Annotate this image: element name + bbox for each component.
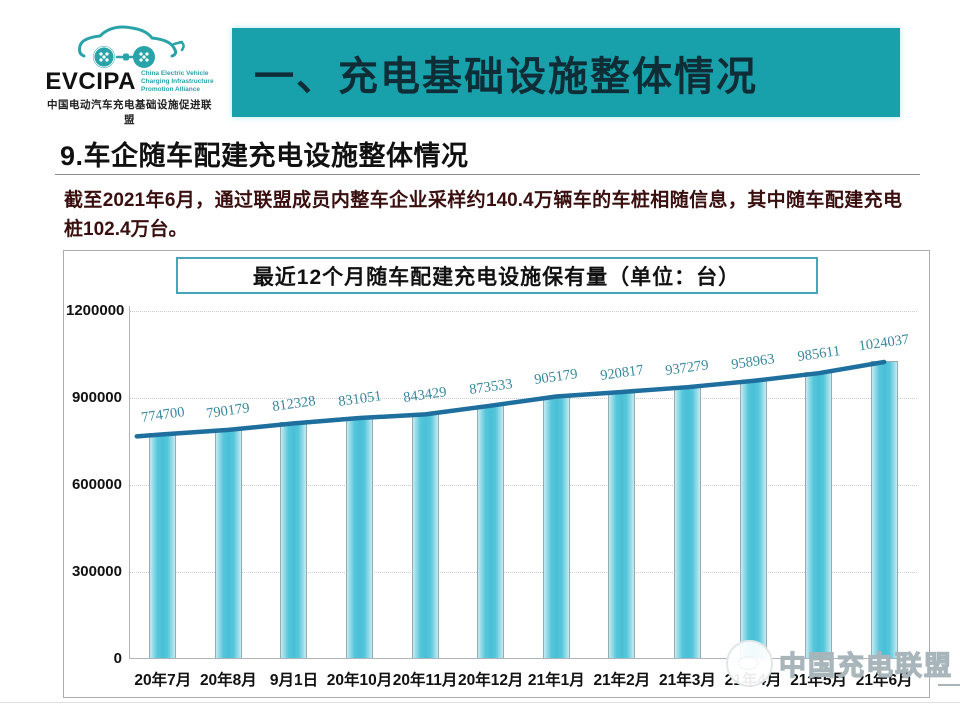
title-underline	[55, 174, 920, 175]
bar	[214, 428, 242, 658]
bar-value-label: 873533	[467, 375, 514, 398]
logo-chinese-name: 中国电动汽车充电基础设施促进联盟	[47, 99, 212, 127]
bar-value-label: 843429	[402, 384, 448, 407]
chart-container: 最近12个月随车配建充电设施保有量（单位：台） 774700 20年7月 79017…	[63, 250, 930, 698]
evcipa-logo: EVCIPA China Electric Vehicle Charging I…	[42, 20, 217, 126]
summary-text: 截至2021年6月，通过联盟成员内整车企业采样约140.4万辆车的车桩相随信息，…	[64, 190, 902, 241]
bar	[149, 433, 177, 658]
bar	[608, 390, 636, 658]
gridline	[130, 572, 917, 573]
x-axis-tick-label: 21年1月	[527, 672, 585, 689]
bar-value-label: 790179	[205, 399, 251, 422]
x-axis-tick-label: 21年5月	[790, 672, 848, 689]
y-axis-tick-label: 900000	[71, 389, 122, 406]
logo-abbr: EVCIPA	[45, 68, 136, 96]
bar-value-label: 920817	[599, 362, 645, 384]
ev-car-logo-icon	[77, 25, 185, 68]
x-axis-tick-label: 21年2月	[593, 672, 651, 689]
banner-title: 一、充电基础设施整体情况	[254, 54, 758, 99]
bar-value-label: 937279	[664, 357, 711, 380]
gridline	[130, 485, 917, 486]
bar	[805, 372, 833, 658]
y-axis-tick-label: 1200000	[66, 302, 125, 319]
x-axis-tick-label: 20年8月	[199, 672, 257, 689]
watermark-mascot-icon	[726, 640, 773, 687]
bar	[477, 404, 505, 658]
slide-bottom-edge	[0, 702, 960, 703]
x-axis-tick-label: 20年12月	[457, 672, 524, 689]
bar	[411, 413, 439, 658]
y-axis-tick-label: 0	[113, 650, 122, 667]
bar-value-label: 958963	[730, 350, 776, 373]
bar-value-label: 812328	[271, 393, 317, 416]
chart-title-box: 最近12个月随车配建充电设施保有量（单位：台）	[175, 257, 818, 294]
bar-value-label: 831051	[336, 388, 383, 410]
x-axis-tick-label: 21年3月	[659, 672, 716, 689]
bar	[346, 417, 374, 658]
watermark-text: 中国充电联盟	[778, 650, 953, 681]
x-axis-tick-label: 20年10月	[326, 672, 393, 689]
y-axis	[129, 306, 130, 659]
x-axis-tick-label: 9月1日	[269, 672, 319, 689]
bar	[870, 361, 898, 658]
bar-value-label: 985611	[796, 343, 841, 366]
bar	[739, 379, 767, 658]
logo-english-name: China Electric Vehicle Charging Infrastr…	[140, 70, 214, 94]
x-axis-tick-label: 20年7月	[134, 672, 192, 689]
bar-value-label: 774700	[140, 404, 186, 427]
watermark: 中国充电联盟	[726, 640, 960, 687]
x-axis-tick-label: 21年6月	[855, 672, 913, 689]
page-title: 9.车企随车配建充电设施整体情况	[60, 141, 469, 171]
y-axis-tick-label: 300000	[71, 563, 122, 580]
watermark-underline	[938, 684, 960, 686]
bar-value-label: 1024037	[857, 331, 911, 355]
y-axis-tick-label: 600000	[71, 476, 122, 493]
x-axis-tick-label: 20年11月	[392, 672, 458, 689]
bar	[280, 422, 308, 658]
section-banner: 一、充电基础设施整体情况	[232, 28, 900, 117]
chart-title: 最近12个月随车配建充电设施保有量（单位：台）	[252, 265, 741, 289]
bar-value-label: 905179	[533, 366, 579, 389]
plot-area: 774700 20年7月 790179 20年8月 812328 9月1日 831051 20…	[130, 311, 917, 689]
bar	[673, 386, 701, 658]
gridline	[130, 398, 917, 399]
bar	[542, 395, 570, 658]
gridline	[130, 311, 917, 312]
